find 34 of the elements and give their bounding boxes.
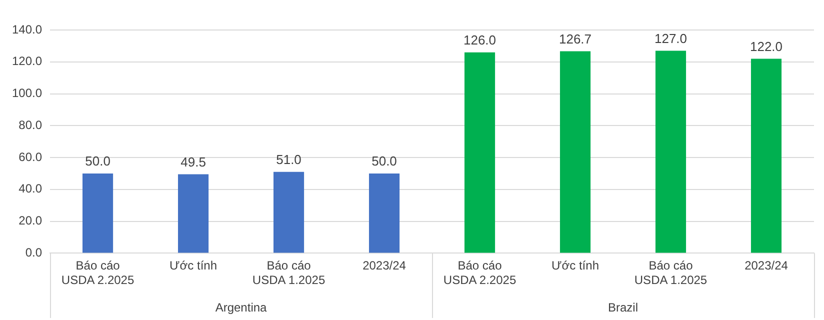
data-label: 50.0 [372,154,397,169]
bar [464,52,496,253]
bar [560,51,591,253]
data-label: 122.0 [750,38,783,54]
data-label: 51.0 [276,152,302,167]
data-label: 127.0 [654,30,688,46]
x-tick-label: Ước tính [170,258,218,273]
bar [82,173,114,253]
bar [178,174,209,253]
y-tick-label: 20.0 [18,214,42,228]
bar [273,172,304,253]
x-tick-label: Báo cáo USDA 1.2025 [252,258,326,288]
data-label: 126.7 [558,31,592,46]
text: Brazil [608,300,638,314]
x-tick-label: Báo cáo USDA 1.2025 [634,258,708,288]
bar [750,58,782,253]
bar [368,173,400,253]
x-tick-label: Báo cáo USDA 2.2025 [61,258,134,288]
y-tick-label: 120.0 [12,54,42,68]
y-tick-label: 140.0 [12,22,42,36]
y-tick-label: 40.0 [18,182,42,196]
x-tick-label: 2023/24 [362,258,406,273]
data-label: 126.0 [463,32,496,48]
y-tick-label: 0.0 [25,246,42,260]
data-label: 49.5 [180,154,206,170]
text: Argentina [215,300,268,314]
x-tick-label: Ước tính [552,258,599,273]
x-tick-label: 2023/24 [744,258,788,273]
data-label: 50.0 [85,154,110,169]
y-tick-label: 100.0 [12,86,42,100]
y-tick-label: 80.0 [18,118,42,132]
x-tick-label: Báo cáo USDA 2.2025 [443,258,516,288]
bar [655,50,686,253]
y-tick-label: 60.0 [18,150,42,164]
